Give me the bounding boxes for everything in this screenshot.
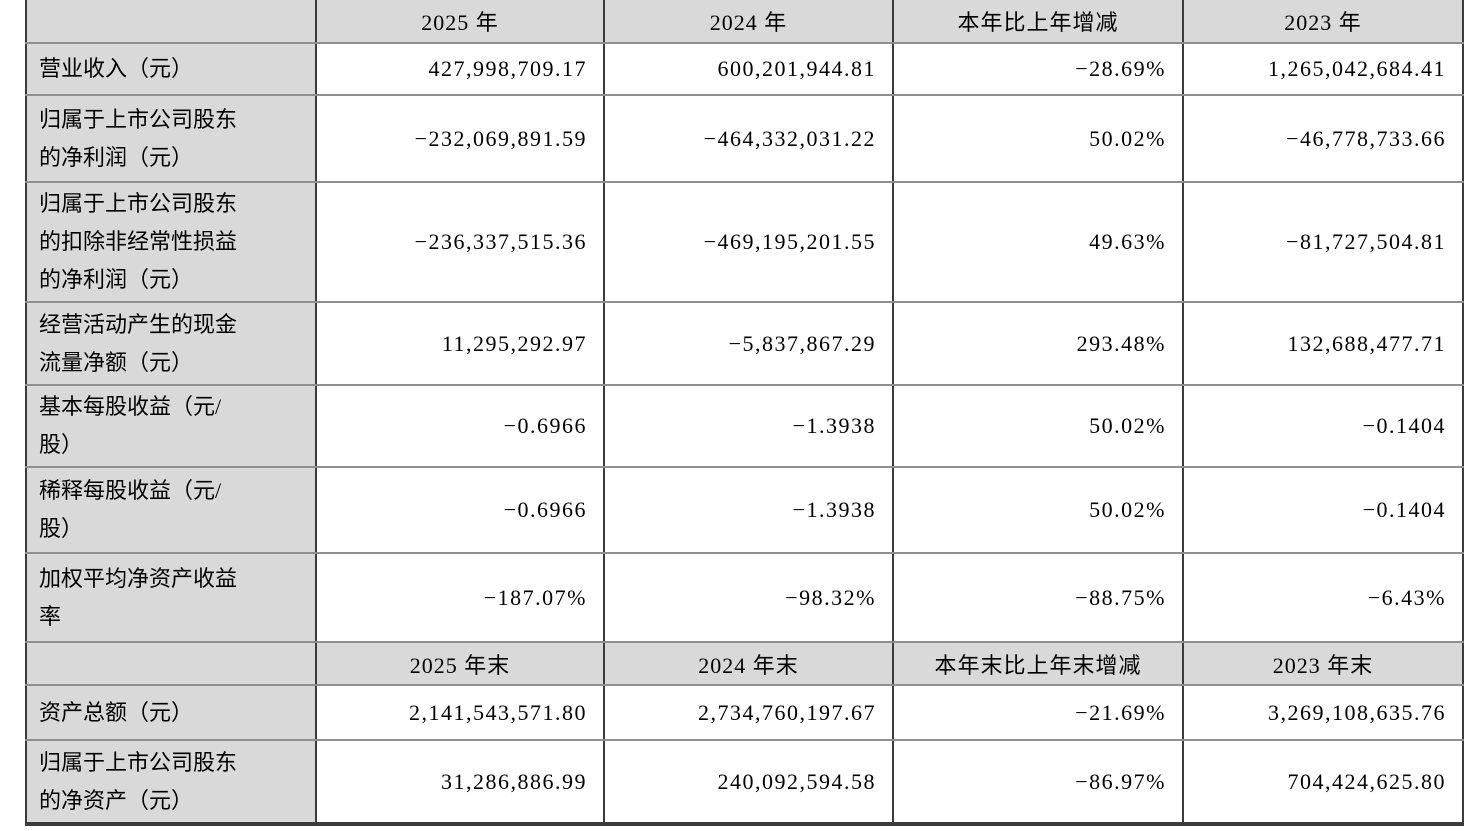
value-cell: 50.02%	[892, 466, 1184, 554]
value-cell: 31,286,886.99	[315, 739, 605, 825]
financial-summary-table: 2025 年 2024 年 本年比上年增减 2023 年 营业收入（元） 427…	[25, 0, 1464, 826]
row-label-cell: 基本每股收益（元/ 股）	[25, 384, 317, 468]
column-header-2025: 2025 年	[315, 0, 605, 44]
value-cell: −6.43%	[1182, 552, 1464, 643]
value-cell: 11,295,292.97	[315, 301, 605, 386]
header-row-year-end: 2025 年末 2024 年末 本年末比上年末增减 2023 年末	[25, 641, 1464, 686]
row-label-cell: 经营活动产生的现金 流量净额（元）	[25, 301, 317, 386]
column-header-2023-end: 2023 年末	[1182, 641, 1464, 686]
value-cell: −1.3938	[603, 466, 894, 554]
table-row-weighted-avg-roe: 加权平均净资产收益 率 −187.07% −98.32% −88.75% −6.…	[25, 552, 1464, 643]
table-row-total-assets: 资产总额（元） 2,141,543,571.80 2,734,760,197.6…	[25, 684, 1464, 741]
column-header-yoy-end-change: 本年末比上年末增减	[892, 641, 1184, 686]
value-cell: 293.48%	[892, 301, 1184, 386]
value-cell: 50.02%	[892, 384, 1184, 468]
value-cell: −236,337,515.36	[315, 181, 605, 303]
row-label-cell: 资产总额（元）	[25, 684, 317, 741]
value-cell: 2,141,543,571.80	[315, 684, 605, 741]
row-label-cell: 稀释每股收益（元/ 股）	[25, 466, 317, 554]
value-cell: −81,727,504.81	[1182, 181, 1464, 303]
header-empty-cell	[25, 0, 317, 44]
value-cell: −187.07%	[315, 552, 605, 643]
column-header-2024: 2024 年	[603, 0, 894, 44]
value-cell: 49.63%	[892, 181, 1184, 303]
table-row-net-assets: 归属于上市公司股东 的净资产（元） 31,286,886.99 240,092,…	[25, 739, 1464, 825]
value-cell: 600,201,944.81	[603, 42, 894, 96]
value-cell: −0.1404	[1182, 466, 1464, 554]
value-cell: −21.69%	[892, 684, 1184, 741]
value-cell: 2,734,760,197.67	[603, 684, 894, 741]
table-row-operating-cash-flow: 经营活动产生的现金 流量净额（元） 11,295,292.97 −5,837,8…	[25, 301, 1464, 386]
value-cell: −1.3938	[603, 384, 894, 468]
value-cell: −5,837,867.29	[603, 301, 894, 386]
value-cell: −46,778,733.66	[1182, 94, 1464, 183]
value-cell: 132,688,477.71	[1182, 301, 1464, 386]
value-cell: −469,195,201.55	[603, 181, 894, 303]
value-cell: −0.6966	[315, 466, 605, 554]
value-cell: 1,265,042,684.41	[1182, 42, 1464, 96]
value-cell: −0.1404	[1182, 384, 1464, 468]
header-row-annual: 2025 年 2024 年 本年比上年增减 2023 年	[25, 0, 1464, 44]
column-header-2024-end: 2024 年末	[603, 641, 894, 686]
column-header-2025-end: 2025 年末	[315, 641, 605, 686]
value-cell: −28.69%	[892, 42, 1184, 96]
value-cell: −464,332,031.22	[603, 94, 894, 183]
table-row-net-profit: 归属于上市公司股东 的净利润（元） −232,069,891.59 −464,3…	[25, 94, 1464, 183]
row-label-cell: 归属于上市公司股东 的扣除非经常性损益 的净利润（元）	[25, 181, 317, 303]
value-cell: −232,069,891.59	[315, 94, 605, 183]
header-empty-cell	[25, 641, 317, 686]
financial-summary-table-wrapper: 2025 年 2024 年 本年比上年增减 2023 年 营业收入（元） 427…	[25, 0, 1464, 826]
value-cell: −86.97%	[892, 739, 1184, 825]
row-label-cell: 归属于上市公司股东 的净资产（元）	[25, 739, 317, 825]
row-label-cell: 营业收入（元）	[25, 42, 317, 96]
value-cell: 704,424,625.80	[1182, 739, 1464, 825]
column-header-yoy-change: 本年比上年增减	[892, 0, 1184, 44]
value-cell: −88.75%	[892, 552, 1184, 643]
table-row-revenue: 营业收入（元） 427,998,709.17 600,201,944.81 −2…	[25, 42, 1464, 96]
row-label-cell: 归属于上市公司股东 的净利润（元）	[25, 94, 317, 183]
value-cell: 427,998,709.17	[315, 42, 605, 96]
value-cell: 240,092,594.58	[603, 739, 894, 825]
row-label-cell: 加权平均净资产收益 率	[25, 552, 317, 643]
value-cell: −0.6966	[315, 384, 605, 468]
value-cell: 50.02%	[892, 94, 1184, 183]
value-cell: 3,269,108,635.76	[1182, 684, 1464, 741]
table-row-net-profit-excl-nonrecurring: 归属于上市公司股东 的扣除非经常性损益 的净利润（元） −236,337,515…	[25, 181, 1464, 303]
table-row-basic-eps: 基本每股收益（元/ 股） −0.6966 −1.3938 50.02% −0.1…	[25, 384, 1464, 468]
value-cell: −98.32%	[603, 552, 894, 643]
table-row-diluted-eps: 稀释每股收益（元/ 股） −0.6966 −1.3938 50.02% −0.1…	[25, 466, 1464, 554]
column-header-2023: 2023 年	[1182, 0, 1464, 44]
